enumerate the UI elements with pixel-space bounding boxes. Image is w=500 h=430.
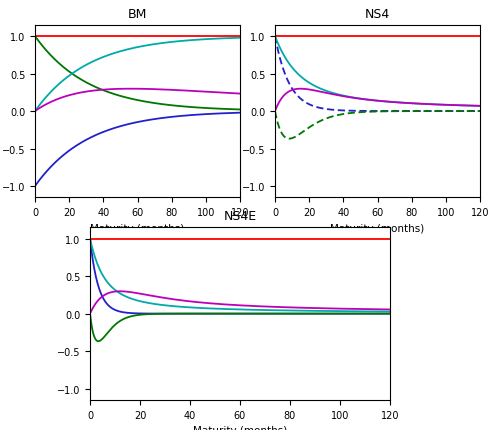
Title: NS4: NS4 (365, 7, 390, 21)
X-axis label: Maturity (months): Maturity (months) (193, 425, 287, 430)
Title: BM: BM (128, 7, 147, 21)
X-axis label: Maturity (months): Maturity (months) (90, 223, 184, 233)
Title: NS4E: NS4E (224, 209, 256, 223)
X-axis label: Maturity (months): Maturity (months) (330, 223, 424, 233)
